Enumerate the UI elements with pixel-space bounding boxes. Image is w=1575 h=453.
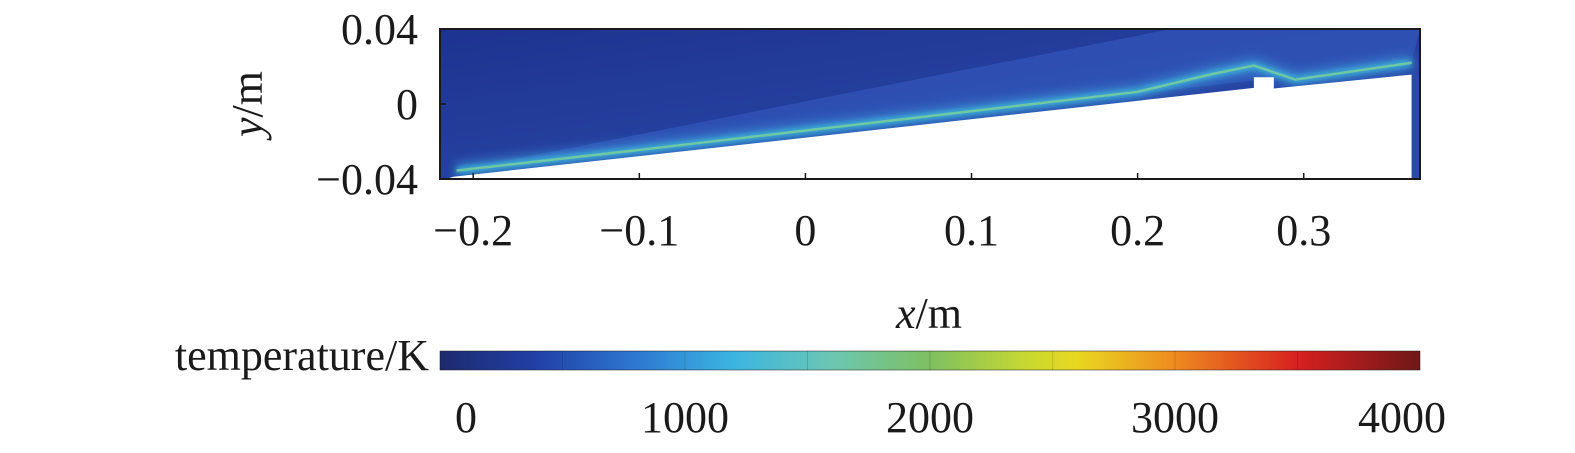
colorbar-tick-label: 3000	[1131, 393, 1219, 442]
y-axis-label-var: y	[223, 117, 272, 141]
x-tick-label: 0	[794, 206, 816, 255]
x-axis-label: x/m	[895, 289, 962, 338]
x-tick-label: −0.1	[599, 206, 679, 255]
x-tick-label: 0.2	[1110, 206, 1165, 255]
colorbar	[439, 350, 1421, 371]
solid-wall-body	[446, 74, 1412, 179]
hot-boundary-layer-core	[456, 61, 1412, 172]
colorbar-tick-label: 4000	[1358, 393, 1446, 442]
plot-area	[440, 29, 1420, 179]
x-axis-label-unit: /m	[916, 289, 962, 338]
x-tick-label: 0.1	[944, 206, 999, 255]
y-axis-label-unit: /m	[223, 71, 272, 117]
colorbar-tick-label: 0	[455, 393, 477, 442]
colorbar-label: temperature/K	[175, 331, 429, 380]
colorbar-tick-label: 1000	[641, 393, 729, 442]
y-tick-label: −0.04	[316, 155, 418, 204]
x-tick-label: 0.3	[1276, 206, 1331, 255]
y-axis-label: y/m	[223, 71, 272, 141]
shock-layer	[456, 29, 1420, 171]
y-tick-label: 0	[396, 80, 418, 129]
colorbar-tick-label: 2000	[886, 393, 974, 442]
x-axis-label-var: x	[895, 289, 916, 338]
y-tick-label: 0.04	[341, 5, 418, 54]
y-axis: 0.04 0 −0.04	[316, 5, 446, 204]
x-tick-label: −0.2	[433, 206, 513, 255]
x-axis: −0.2 −0.1 0 0.1 0.2 0.3	[433, 173, 1331, 255]
colorbar-ticks: 0 1000 2000 3000 4000	[455, 351, 1446, 442]
rear-wall-strip	[1411, 74, 1420, 179]
